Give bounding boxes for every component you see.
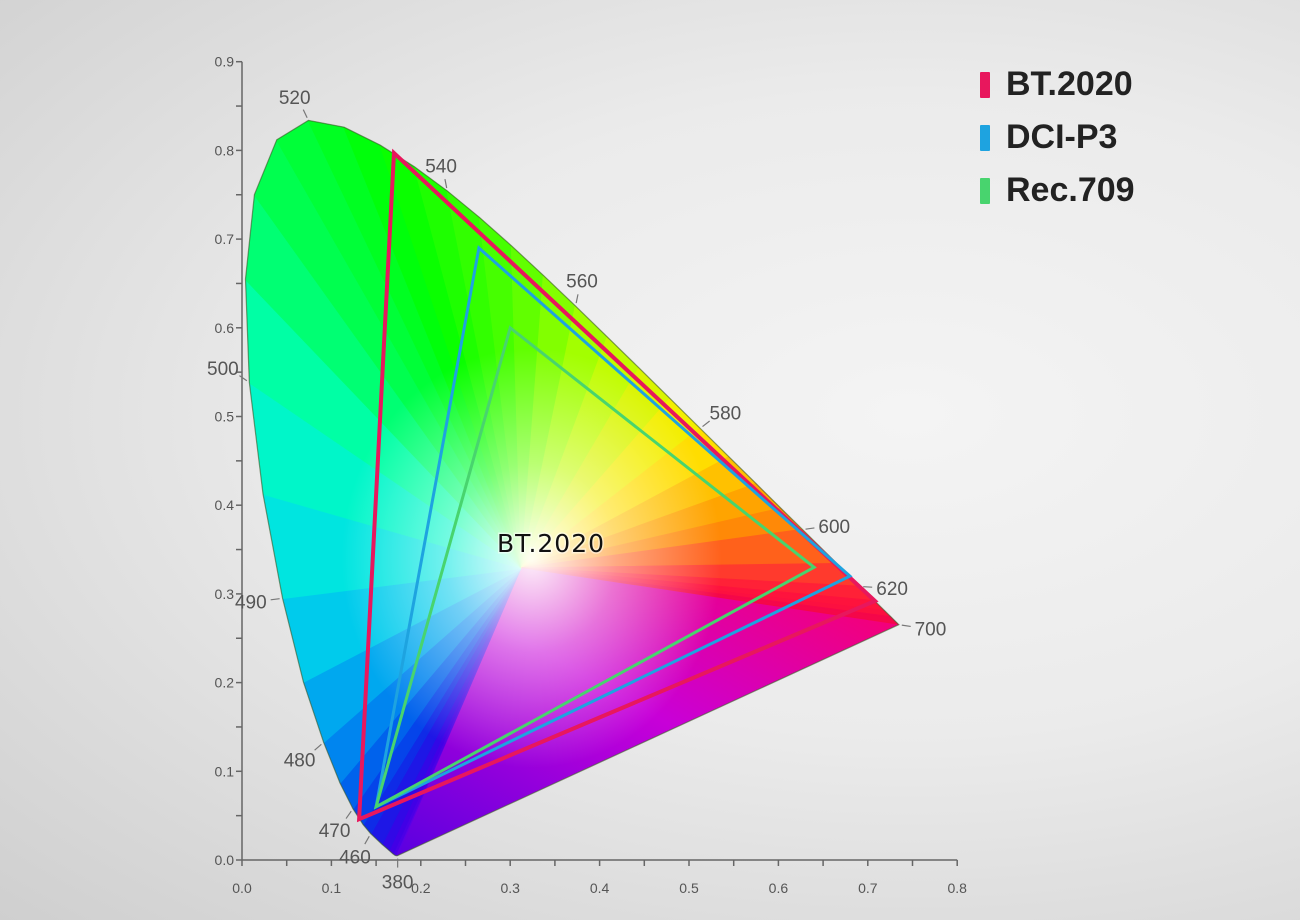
wavelength-label: 580 (710, 403, 742, 424)
wavelength-tick (901, 624, 911, 628)
wavelength-tick (302, 109, 308, 118)
x-tick-label: 0.1 (322, 880, 342, 896)
wavelength-label: 540 (425, 156, 457, 177)
wavelength-label: 490 (235, 593, 267, 614)
wavelength-labels: 380 460 470 480 490 500 520 540 560 580 600 620 700 (207, 88, 946, 894)
wavelength-label: 500 (207, 359, 239, 380)
wavelength-tick (805, 527, 815, 530)
legend-label: BT.2020 (1006, 65, 1133, 103)
legend-swatch (980, 71, 990, 98)
center-label: BT.2020 (497, 529, 605, 558)
y-tick-label: 0.3 (215, 586, 235, 602)
legend-item-dci-p3: DCI-P3 (980, 111, 1135, 164)
y-tick-label: 0.0 (215, 852, 235, 868)
x-tick-label: 0.8 (947, 880, 967, 896)
wavelength-tick (444, 179, 448, 189)
wavelength-label: 520 (279, 88, 311, 109)
y-tick-label: 0.4 (215, 497, 235, 513)
x-tick-label: 0.4 (590, 880, 610, 896)
white-point-glow (341, 348, 722, 769)
x-tick-label: 0.7 (858, 880, 878, 896)
wavelength-label: 620 (876, 579, 908, 600)
wavelength-label: 700 (915, 620, 947, 641)
legend-item-rec709: Rec.709 (980, 164, 1135, 217)
gamut-fill (244, 119, 900, 857)
x-tick-label: 0.6 (769, 880, 789, 896)
y-tick-label: 0.9 (215, 54, 235, 70)
gamut-triangle-dcip3 (374, 245, 853, 810)
wavelength-tick (702, 420, 710, 428)
wavelength-label: 480 (284, 750, 316, 771)
legend-label: Rec.709 (1006, 171, 1135, 209)
legend-swatch (980, 124, 990, 151)
gamut-triangles (356, 148, 879, 823)
legend-swatch (980, 177, 990, 204)
legend: BT.2020 DCI-P3 Rec.709 (980, 58, 1135, 217)
y-tick-label: 0.6 (215, 320, 235, 336)
wavelength-tick (314, 743, 322, 751)
x-tick-label: 0.0 (232, 880, 252, 896)
y-tick-label: 0.5 (215, 409, 235, 425)
wavelength-tick (575, 294, 579, 304)
x-tick-label: 0.2 (411, 880, 431, 896)
wavelength-label: 600 (818, 517, 850, 538)
wavelength-label: 560 (566, 272, 598, 293)
wavelength-label: 380 (382, 873, 414, 894)
wavelength-tick (270, 598, 280, 601)
wavelength-tick (364, 835, 370, 845)
y-tick-label: 0.7 (215, 231, 235, 247)
gamut-triangle-rec709 (373, 325, 817, 810)
y-tick-label: 0.2 (215, 675, 235, 691)
y-tick-label: 0.1 (215, 763, 235, 779)
axes: 0.0 0.1 0.2 0.3 0.4 0.5 0.6 0.7 0.8 0.0 0.1 0.2 0.3 0… (215, 54, 968, 896)
wavelength-label: 470 (319, 821, 351, 842)
legend-label: DCI-P3 (1006, 118, 1118, 156)
gamut-triangle-bt2020 (356, 148, 879, 823)
y-tick-label: 0.8 (215, 142, 235, 158)
x-tick-label: 0.3 (500, 880, 520, 896)
x-tick-label: 0.5 (679, 880, 699, 896)
legend-item-bt2020: BT.2020 (980, 58, 1135, 111)
wavelength-tick (239, 375, 248, 382)
wavelength-label: 460 (339, 847, 371, 868)
wavelength-tick (345, 810, 352, 819)
